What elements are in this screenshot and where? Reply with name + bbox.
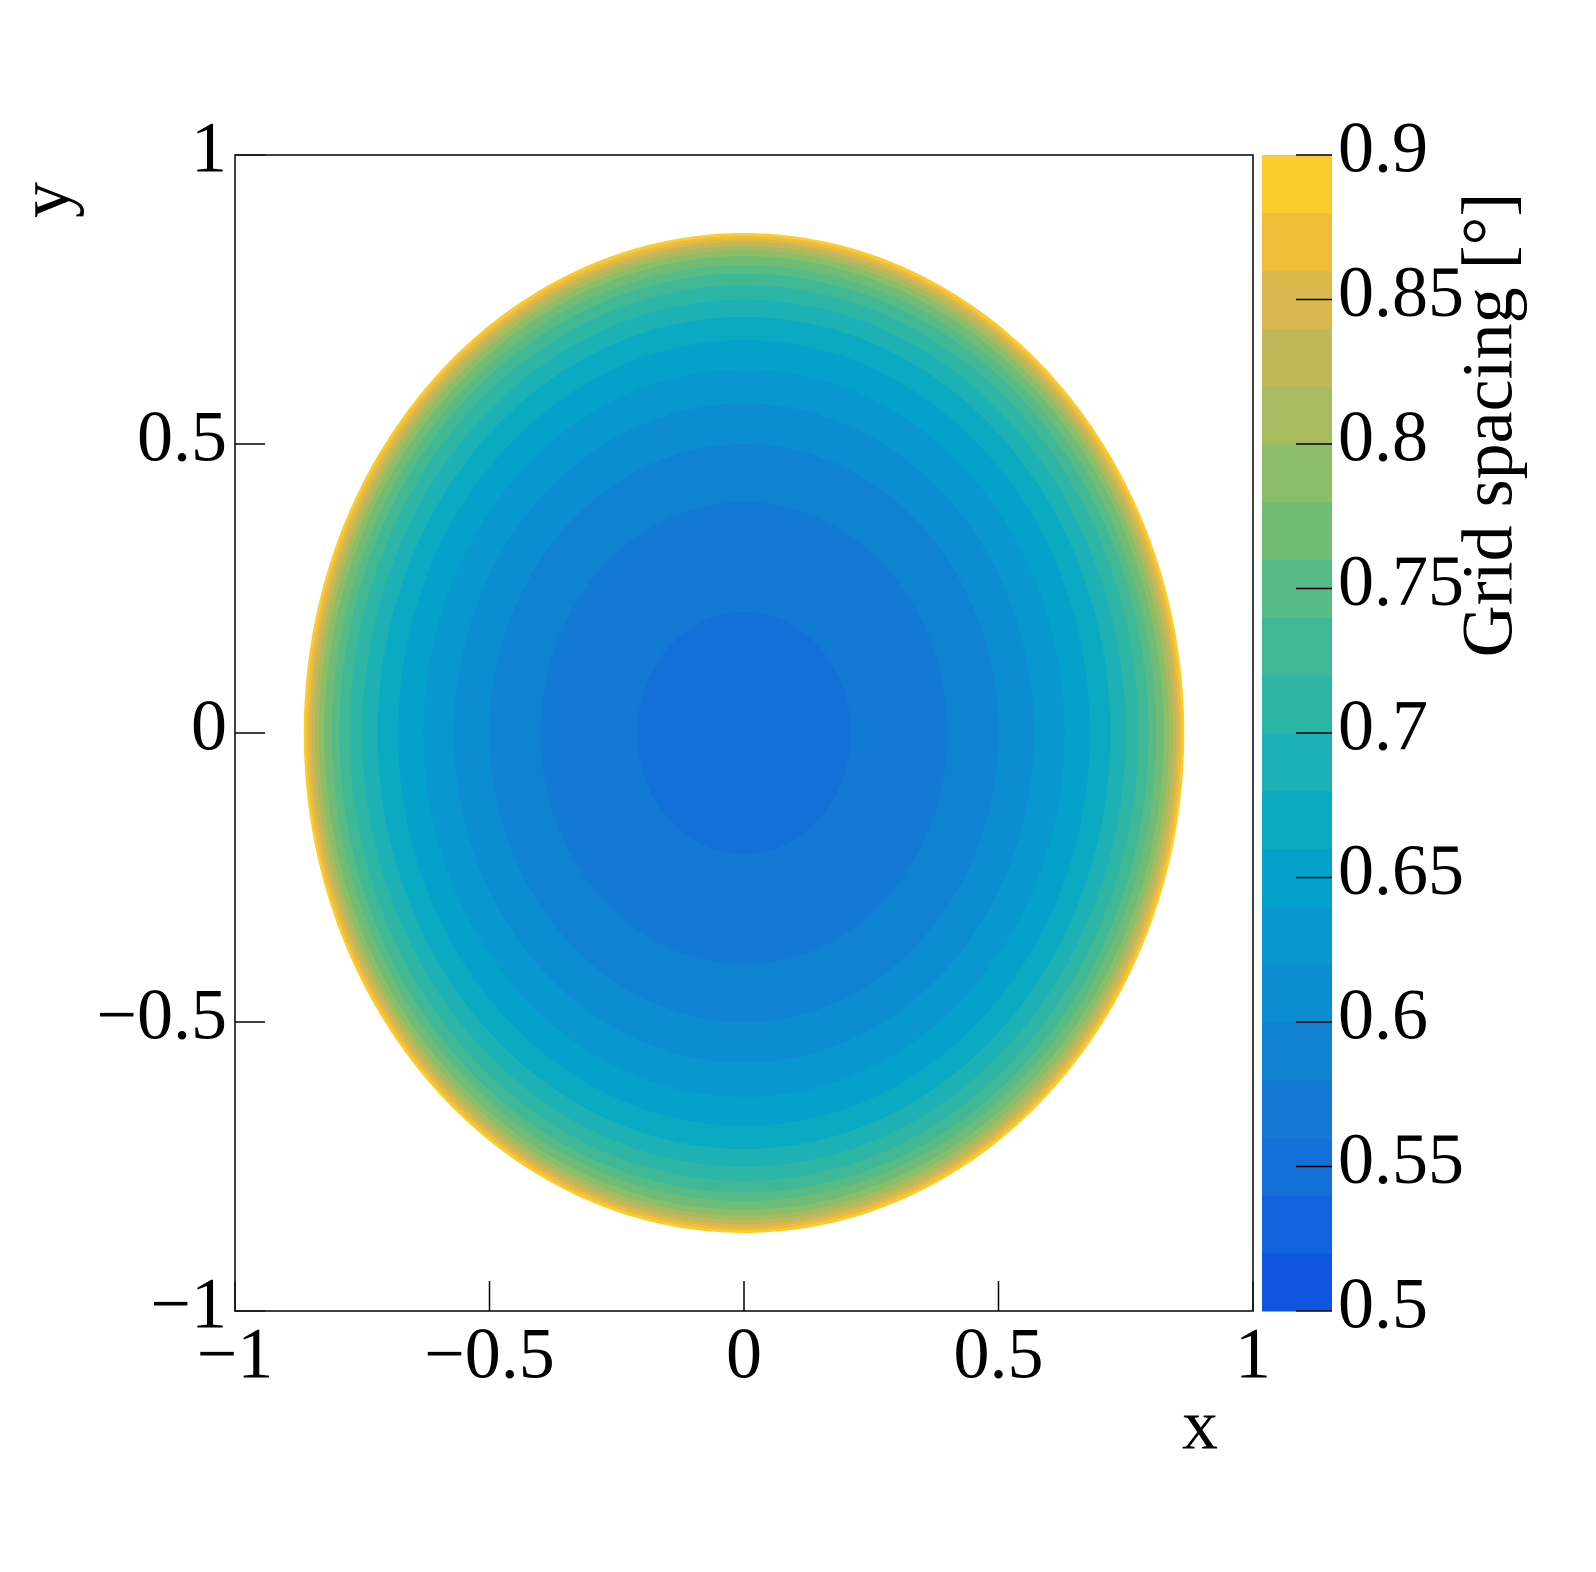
colorbar-label: Grid spacing [°] (1448, 193, 1528, 658)
z-tick-label: 0.75 (1338, 541, 1464, 621)
colorbar-band (1262, 964, 1332, 1023)
colorbar-band (1262, 906, 1332, 965)
x-tick-label: −0.5 (424, 1314, 555, 1394)
x-tick-label: −1 (197, 1314, 274, 1394)
colorbar-band (1262, 790, 1332, 850)
z-tick-label: 0.55 (1338, 1119, 1464, 1199)
colorbar-band (1262, 1079, 1332, 1139)
heatmap-ring (637, 611, 851, 855)
z-tick-label: 0.65 (1338, 830, 1464, 910)
colorbar-band (1262, 733, 1332, 792)
x-tick-label: 0 (726, 1314, 762, 1394)
colorbar-band (1262, 155, 1332, 214)
colorbar-band (1262, 212, 1332, 272)
x-tick-label: 0.5 (954, 1314, 1044, 1394)
colorbar-band (1262, 328, 1332, 387)
colorbar-band (1262, 444, 1332, 503)
z-tick-label: 0.5 (1338, 1264, 1428, 1344)
z-tick-label: 0.7 (1338, 686, 1428, 766)
colorbar-band (1262, 501, 1332, 561)
colorbar-band (1262, 1253, 1332, 1312)
x-axis-label: x (1182, 1385, 1218, 1465)
y-tick-label: 1 (191, 108, 227, 188)
y-tick-label: 0 (191, 686, 227, 766)
colorbar-band (1262, 1022, 1332, 1081)
z-tick-label: 0.9 (1338, 108, 1428, 188)
x-tick-label: 1 (1235, 1314, 1271, 1394)
z-tick-label: 0.6 (1338, 975, 1428, 1055)
y-tick-label: 0.5 (137, 397, 227, 477)
z-tick-label: 0.85 (1338, 252, 1464, 332)
colorbar-band (1262, 617, 1332, 676)
colorbar-band (1262, 386, 1332, 445)
y-axis-label: y (5, 182, 85, 218)
y-tick-label: −0.5 (96, 975, 227, 1055)
z-tick-label: 0.8 (1338, 397, 1428, 477)
y-tick-label: −1 (150, 1264, 227, 1344)
colorbar-band (1262, 1195, 1332, 1254)
colorbar-band (1262, 675, 1332, 734)
